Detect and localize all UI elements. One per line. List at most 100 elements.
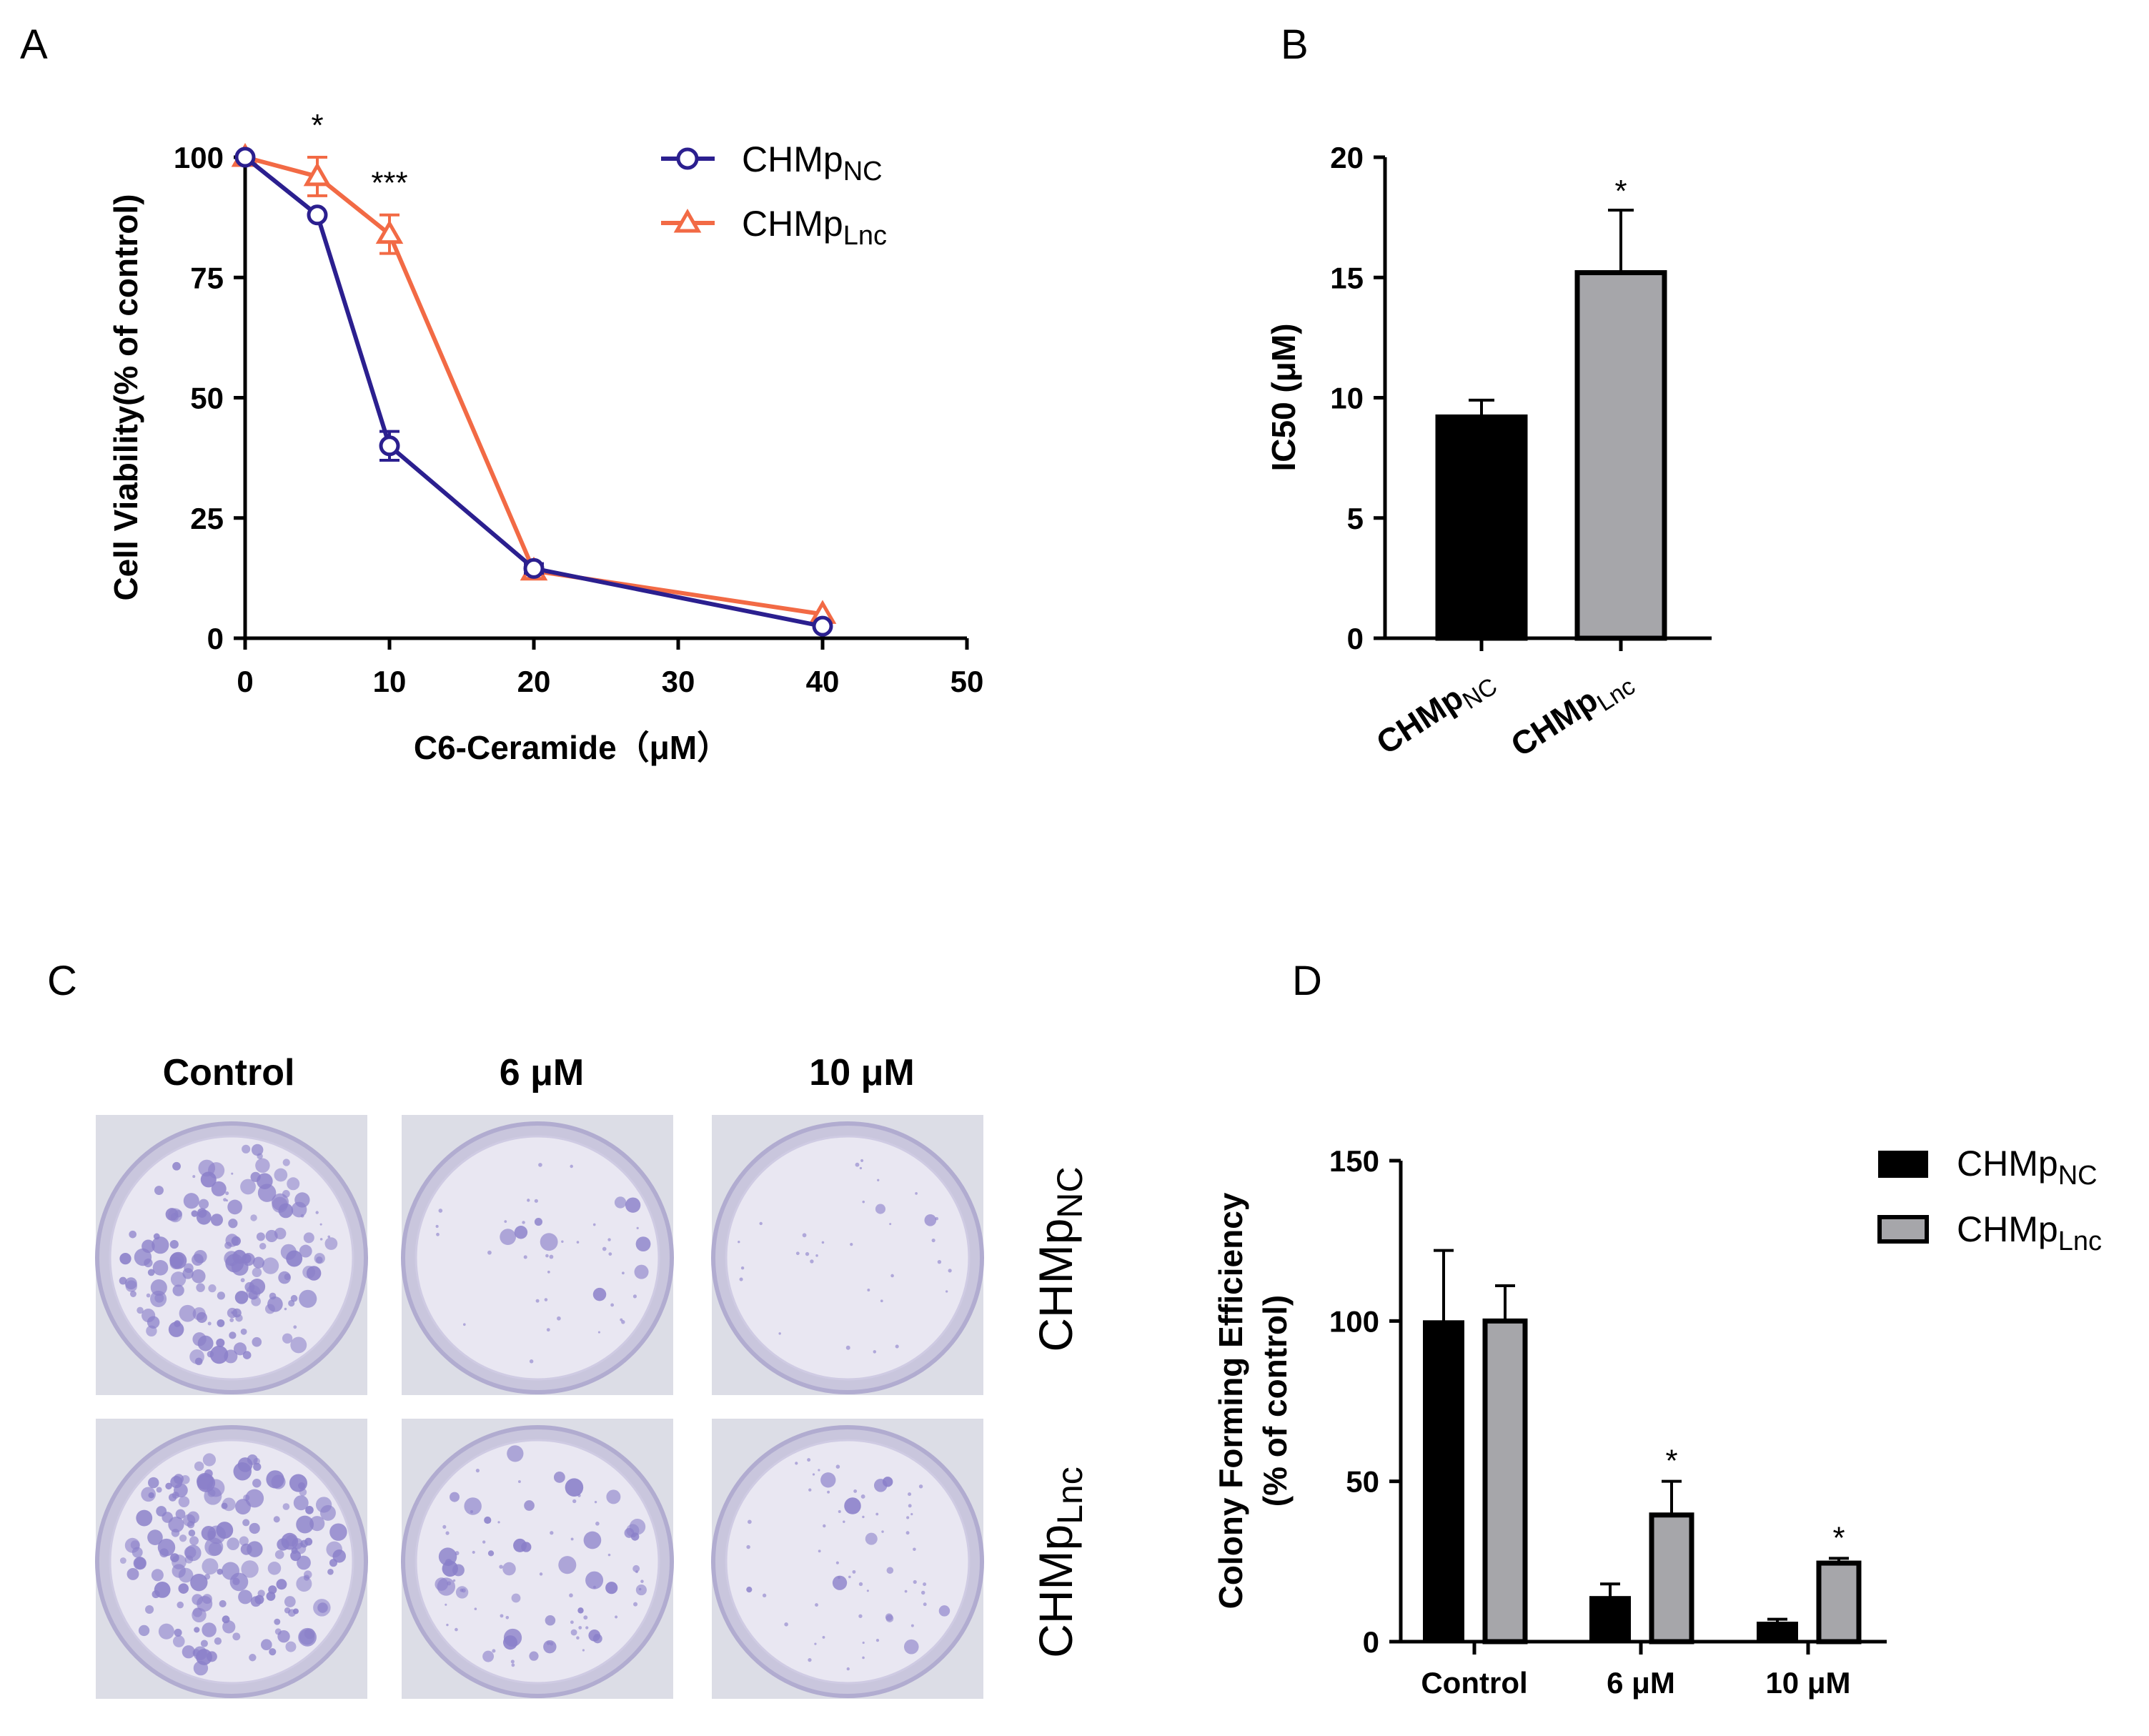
plate-colony (158, 1623, 174, 1640)
plate-colony (269, 1648, 277, 1656)
plate-colony (184, 1555, 194, 1564)
plate-colony (317, 1602, 328, 1613)
plate-colony (252, 1256, 264, 1269)
plate-colony (172, 1635, 185, 1647)
panel-letter-c: C (47, 958, 77, 1004)
plate-colony (172, 1161, 181, 1171)
chart-a-point-nc (523, 557, 545, 579)
plate-colony (246, 1285, 261, 1300)
plate-colony (306, 1266, 322, 1281)
plate-colony (237, 1457, 253, 1472)
plate-colony (455, 1586, 469, 1599)
plate-colony (778, 1332, 781, 1335)
plate-colony (194, 1461, 204, 1472)
plate-colony (277, 1630, 290, 1643)
plate-colony (267, 1296, 283, 1312)
plate-colony (948, 1269, 952, 1273)
plate-colony (561, 1240, 564, 1243)
plate-colony (293, 1495, 309, 1511)
plate-colony (606, 1489, 621, 1504)
plate-well-1-2 (711, 1419, 984, 1699)
plate-colony (521, 1542, 532, 1552)
chart-d-x-tick-label: 10 μM (1765, 1666, 1850, 1700)
plate-colony (577, 1607, 584, 1614)
chart-a-series-line-lnc (244, 155, 823, 617)
plate-colony (812, 1473, 815, 1476)
chart-b-ticks: 0 5 10 15 20 (1330, 141, 1385, 655)
plate-colony (282, 1159, 290, 1166)
plate-colony (607, 1238, 611, 1241)
plate-colony (445, 1559, 452, 1567)
plate-colony (890, 1274, 894, 1278)
legend-a-nc-label: CHMpNC (742, 139, 883, 187)
plate-colony (452, 1564, 465, 1577)
plate-colony (252, 1479, 262, 1488)
plate-colony (534, 1218, 542, 1226)
plate-colony (293, 1325, 297, 1329)
plate-colony (482, 1540, 486, 1544)
plate-colony (938, 1605, 951, 1617)
plate-colony (921, 1590, 925, 1595)
plate-colony (194, 1627, 200, 1633)
plate-colony (152, 1260, 169, 1276)
plate-col-title-control: Control (163, 1052, 295, 1093)
plate-colony (487, 1550, 495, 1557)
plate-colony (534, 1199, 538, 1203)
plate-colony (208, 1284, 217, 1293)
plate-colony (211, 1181, 227, 1196)
plate-colony (256, 1232, 265, 1241)
plate-colony (152, 1236, 169, 1254)
plate-colony (931, 1238, 935, 1243)
plate-colony (578, 1626, 582, 1630)
plate-colony (629, 1519, 646, 1535)
chart-a-x-tick-label: 20 (517, 665, 551, 698)
chart-d-ticks: 0 50 100 150 (1329, 1144, 1401, 1659)
plate-colony (196, 1209, 212, 1225)
plate-well-0-1 (401, 1115, 674, 1395)
plate-colony (207, 1321, 212, 1326)
plate-colony (238, 1589, 253, 1604)
plate-colony (511, 1663, 515, 1667)
chart-a-point-nc (812, 615, 833, 637)
plate-colony (172, 1554, 187, 1569)
plate-colony (576, 1636, 580, 1640)
plate-colony (250, 1596, 262, 1607)
plate-colony (527, 1199, 530, 1202)
legend-d-nc-swatch (1878, 1151, 1928, 1178)
plate-colony (472, 1550, 475, 1554)
plate-colony (550, 1642, 554, 1646)
chart-b-bars: * (1435, 174, 1667, 651)
plate-colony (193, 1660, 209, 1676)
plate-colony (305, 1506, 314, 1514)
plate-colony (168, 1493, 177, 1502)
chart-a-point-nc (234, 147, 256, 168)
plate-colony (214, 1637, 222, 1645)
plate-colony (635, 1584, 647, 1596)
plate-colony (153, 1233, 160, 1240)
plate-colony (266, 1470, 284, 1489)
plate-colony (435, 1224, 439, 1228)
plate-colony (202, 1622, 217, 1637)
plate-colony (852, 1569, 856, 1574)
plate-colony (614, 1196, 627, 1209)
plate-colony (461, 1588, 466, 1593)
plate-colony (240, 1278, 245, 1283)
plate-colony (204, 1574, 211, 1580)
plate-colony (324, 1237, 338, 1250)
plate-colony (881, 1530, 884, 1533)
plate-colony (503, 1635, 518, 1650)
chart-a-x-label: C6-Ceramide（μM） (414, 729, 730, 766)
plate-colony (582, 1649, 585, 1652)
plate-colony (242, 1144, 251, 1154)
plate-colony (273, 1516, 280, 1523)
chart-d-bar-nc (1589, 1596, 1631, 1643)
plate-well (415, 1135, 660, 1381)
plate-colony (225, 1191, 229, 1196)
plate-colony (862, 1641, 865, 1645)
legend-a-nc-marker (676, 147, 699, 170)
plate-colony (188, 1529, 196, 1537)
plate-well-1-0 (95, 1419, 368, 1699)
chart-d-y-tick-label: 150 (1329, 1144, 1379, 1178)
plate-colony (487, 1250, 492, 1255)
